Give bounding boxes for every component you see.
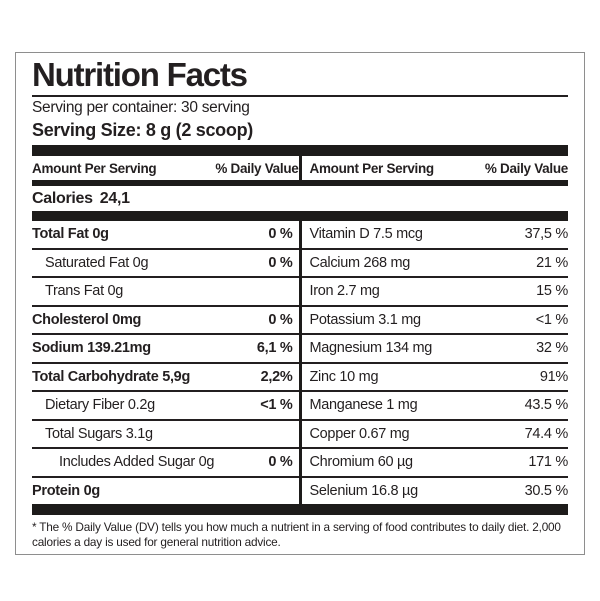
separator-bar-bottom	[32, 504, 568, 516]
label-title: Nutrition Facts	[32, 56, 568, 97]
separator-bar-under-header	[32, 180, 568, 187]
nutrient-row: Potassium 3.1 mg <1 %	[301, 307, 569, 336]
nutrient-row: Magnesium 134 mg 32 %	[301, 335, 568, 364]
footnote: * The % Daily Value (DV) tells you how m…	[32, 520, 561, 549]
calories-value: 24,1	[99, 189, 130, 207]
nutrient-name: Total Sugars 3.1g	[45, 425, 153, 442]
nutrients-column-left: Total Fat 0g 0 % Saturated Fat 0g 0 % Trans …	[32, 221, 299, 504]
column-header-right: Amount Per Serving % Daily Value	[302, 156, 569, 180]
nutrient-daily-value: 15 %	[536, 283, 568, 300]
nutrient-daily-value: 43.5 %	[524, 397, 569, 414]
nutrient-row: Chromium 60 µg 171 %	[301, 449, 568, 478]
calories-row: Calories 24,1	[32, 186, 568, 211]
nutrient-name: Manganese 1 mg	[309, 397, 418, 414]
daily-value-header: % Daily Value	[484, 160, 568, 176]
daily-value-header: % Daily Value	[215, 160, 299, 176]
calories-label: Calories	[32, 189, 93, 207]
nutrient-row: Trans Fat 0g	[32, 278, 299, 307]
nutrient-daily-value: 30.5 %	[524, 482, 569, 499]
amount-per-serving-header: Amount Per Serving	[309, 160, 435, 176]
nutrient-daily-value: 2,2%	[260, 368, 293, 385]
nutrient-name: Calcium 268 mg	[309, 254, 411, 271]
nutrient-name: Zinc 10 mg	[309, 368, 379, 385]
nutrient-name: Copper 0.67 mg	[309, 425, 410, 442]
nutrients-table: Total Fat 0g 0 % Saturated Fat 0g 0 % Trans …	[32, 221, 569, 505]
nutrient-row: Saturated Fat 0g 0 %	[32, 250, 299, 279]
nutrient-name: Sodium 139.21mg	[32, 340, 151, 357]
column-header-left: Amount Per Serving % Daily Value	[32, 156, 299, 180]
nutrient-name: Selenium 16.8 µg	[309, 482, 419, 499]
nutrient-row: Sodium 139.21mg 6,1 %	[32, 335, 299, 364]
header-column-divider	[298, 156, 302, 181]
nutrient-name: Iron 2.7 mg	[309, 283, 380, 300]
nutrient-daily-value: <1 %	[260, 397, 293, 414]
nutrient-name: Chromium 60 µg	[309, 454, 414, 471]
nutrient-daily-value: 0 %	[268, 311, 293, 328]
nutrient-name: Includes Added Sugar 0g	[59, 454, 215, 471]
nutrients-column-right: Vitamin D 7.5 mcg 37,5 % Calcium 268 mg 21 …	[301, 221, 569, 505]
nutrient-daily-value: 0 %	[268, 454, 293, 471]
nutrient-row: Dietary Fiber 0.2g <1 %	[32, 392, 299, 421]
table-column-divider	[298, 221, 302, 505]
nutrient-daily-value: 37,5 %	[524, 226, 569, 243]
nutrient-row: Total Fat 0g 0 %	[32, 221, 299, 250]
nutrient-daily-value: 0 %	[268, 226, 293, 243]
nutrient-row: Protein 0g	[32, 478, 299, 505]
nutrient-row: Total Carbohydrate 5,9g 2,2%	[32, 364, 299, 393]
nutrient-daily-value: 6,1 %	[256, 340, 293, 357]
nutrient-name: Cholesterol 0mg	[32, 311, 142, 328]
nutrient-name: Potassium 3.1 mg	[309, 311, 422, 328]
nutrient-name: Dietary Fiber 0.2g	[45, 397, 155, 414]
nutrient-daily-value: 21 %	[536, 254, 568, 271]
nutrient-name: Total Carbohydrate 5,9g	[32, 368, 191, 385]
nutrition-facts-label: Nutrition Facts Serving per container: 3…	[15, 52, 585, 555]
nutrient-daily-value: 0 %	[268, 254, 293, 271]
amount-per-serving-header: Amount Per Serving	[32, 160, 157, 176]
nutrient-daily-value: 32 %	[536, 340, 568, 357]
nutrient-row: Calcium 268 mg 21 %	[301, 250, 568, 279]
nutrient-row: Includes Added Sugar 0g 0 %	[32, 449, 299, 478]
servings-per-container: Serving per container: 30 serving	[32, 98, 250, 116]
nutrient-daily-value: 91%	[539, 368, 568, 385]
nutrient-daily-value: 74.4 %	[524, 425, 569, 442]
nutrient-row: Zinc 10 mg 91%	[301, 364, 568, 393]
nutrient-row: Total Sugars 3.1g	[32, 421, 299, 450]
nutrient-row: Cholesterol 0mg 0 %	[32, 307, 299, 336]
nutrient-name: Trans Fat 0g	[45, 283, 124, 300]
separator-bar-under-calories	[32, 211, 568, 222]
nutrient-row: Manganese 1 mg 43.5 %	[301, 392, 569, 421]
nutrient-row: Iron 2.7 mg 15 %	[301, 278, 568, 307]
nutrient-row: Copper 0.67 mg 74.4 %	[301, 421, 569, 450]
nutrient-row: Vitamin D 7.5 mcg 37,5 %	[301, 221, 569, 250]
column-header-row: Amount Per Serving % Daily Value Amount …	[32, 156, 569, 181]
serving-size: Serving Size: 8 g (2 scoop)	[32, 119, 253, 140]
nutrient-name: Protein 0g	[32, 482, 100, 499]
nutrient-name: Vitamin D 7.5 mcg	[309, 226, 423, 243]
separator-bar-top	[32, 145, 568, 157]
nutrient-row: Selenium 16.8 µg 30.5 %	[302, 478, 569, 505]
nutrient-daily-value: <1 %	[535, 311, 569, 328]
nutrient-name: Magnesium 134 mg	[309, 340, 433, 357]
nutrient-name: Saturated Fat 0g	[45, 254, 149, 271]
nutrient-name: Total Fat 0g	[32, 226, 109, 243]
nutrient-daily-value: 171 %	[528, 454, 568, 471]
